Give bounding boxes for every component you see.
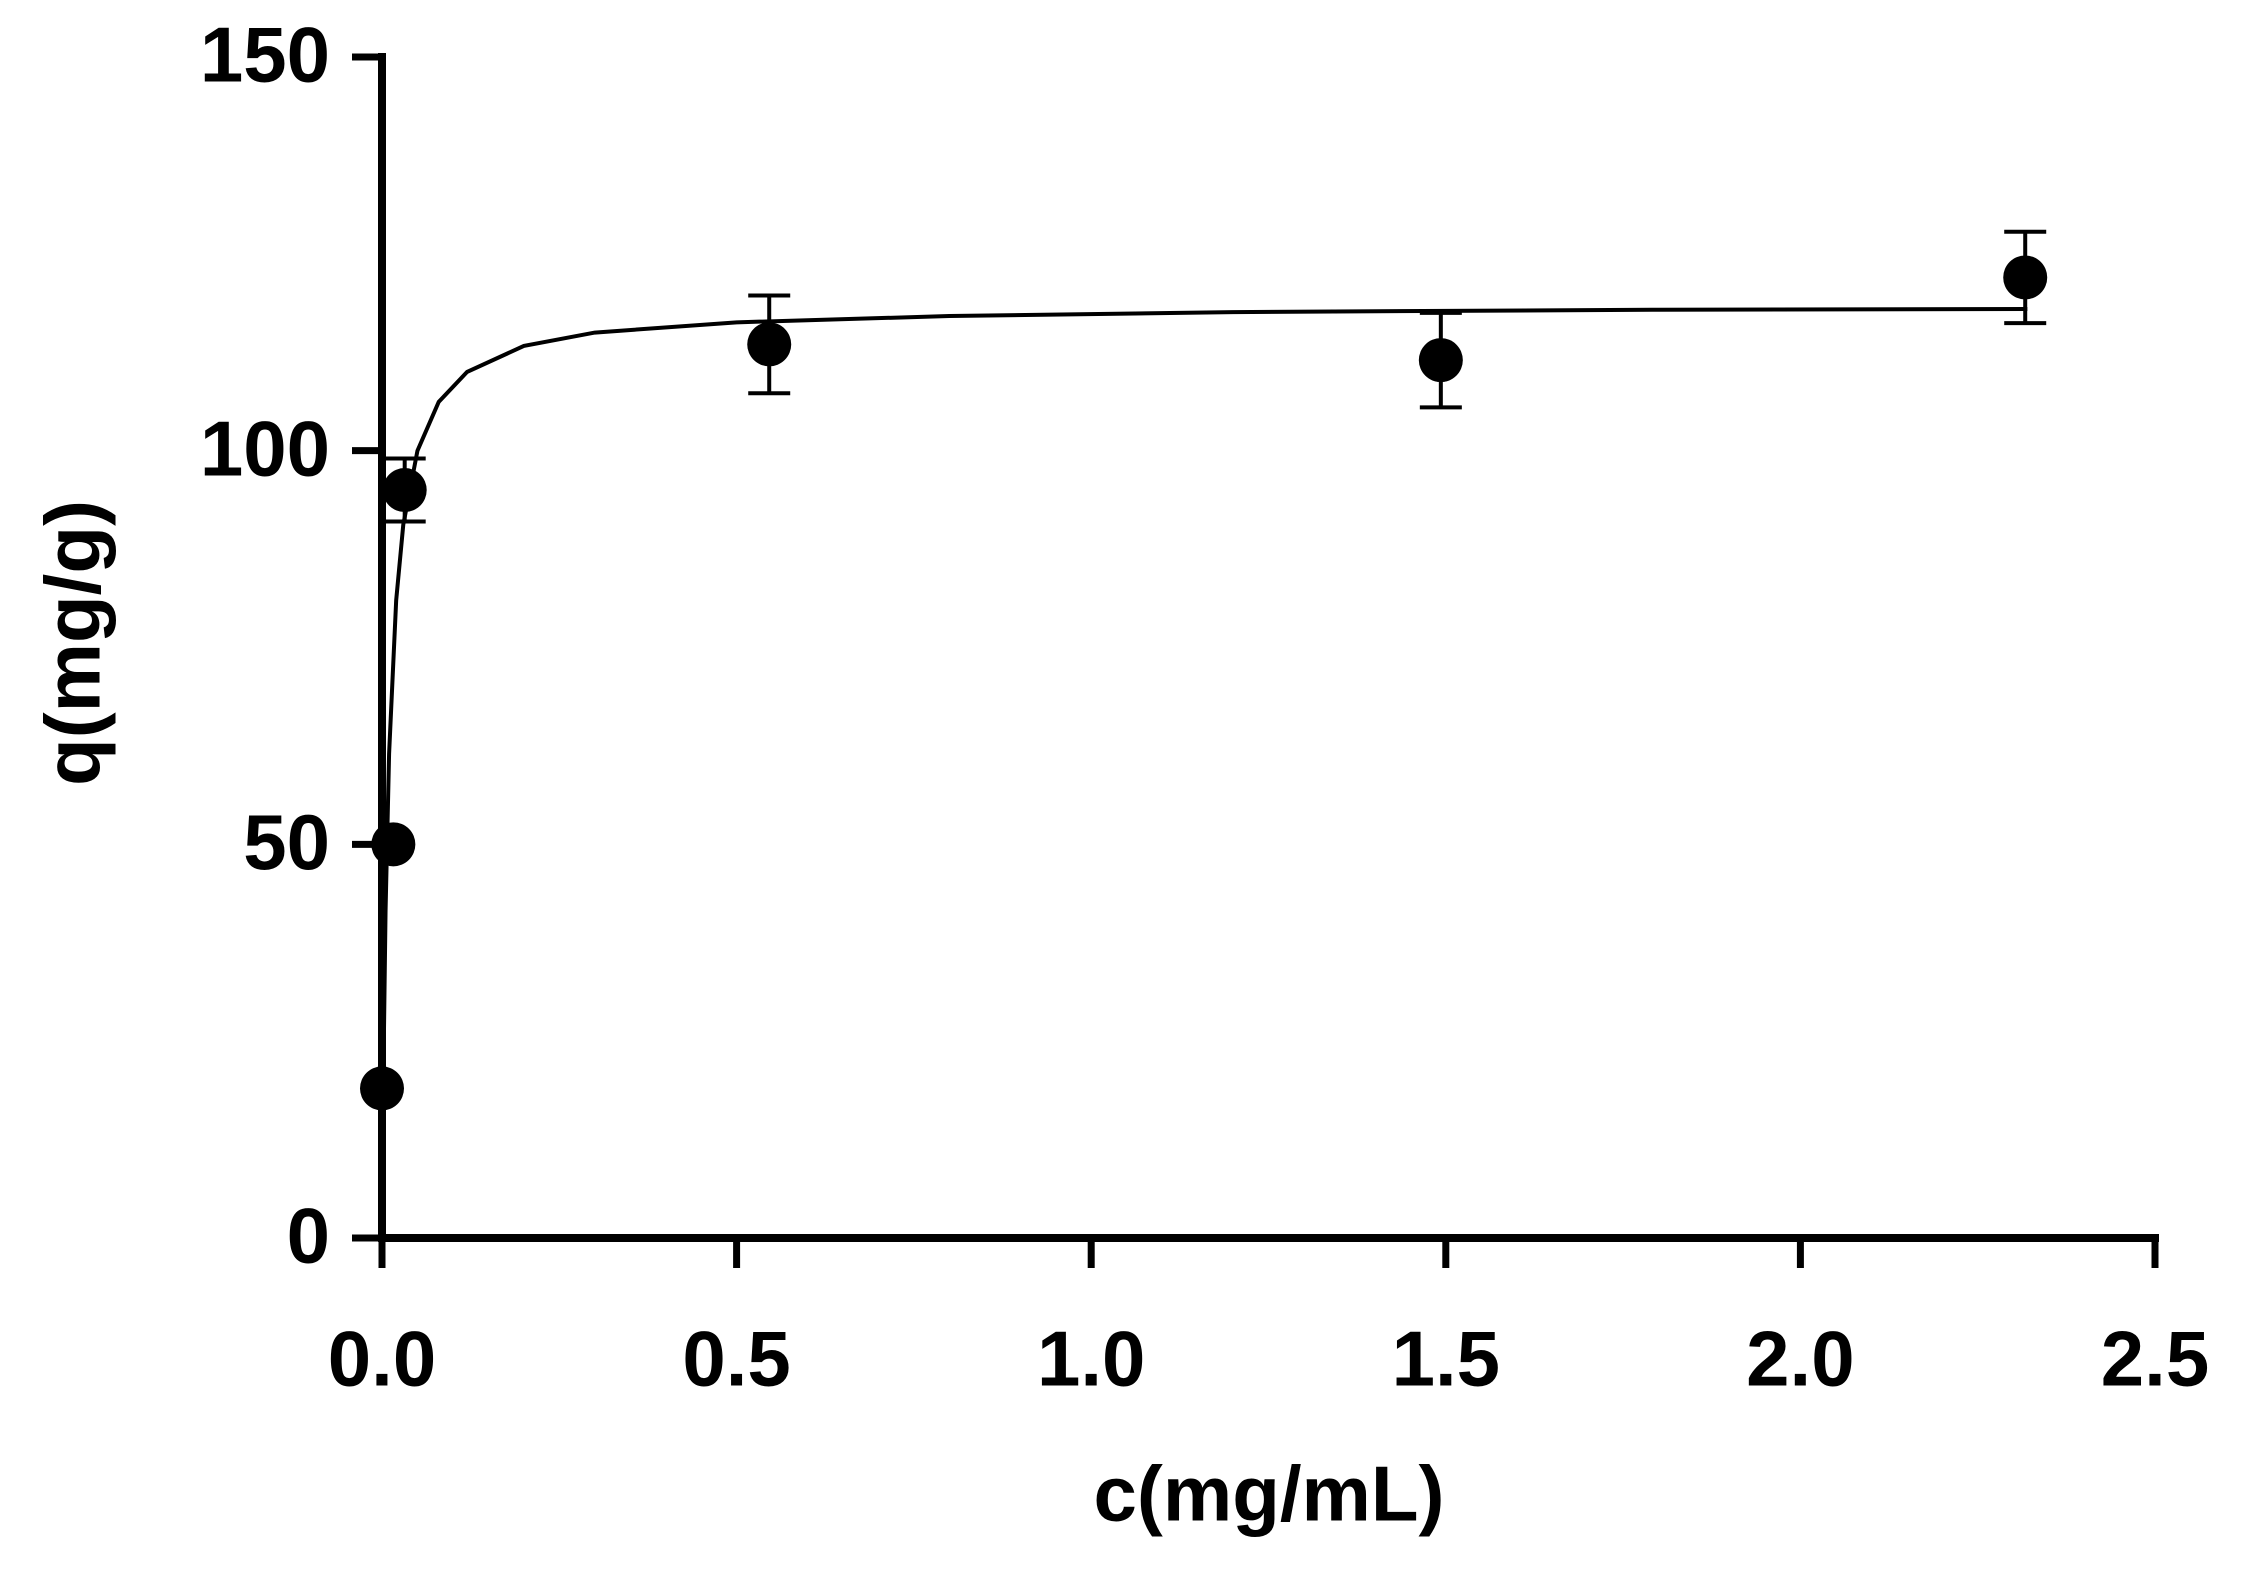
x-axis-label: c(mg/mL) (1094, 1450, 1445, 1538)
y-axis-label: q(mg/g) (29, 500, 117, 786)
fit-curve (380, 306, 2028, 1239)
data-point (371, 822, 416, 867)
x-tick-label: 1.0 (1037, 1315, 1145, 1403)
x-tick-label: 2.5 (2101, 1315, 2209, 1403)
x-tick-label: 0.5 (682, 1315, 790, 1403)
data-point (747, 322, 792, 367)
x-tick-label: 2.0 (1746, 1315, 1854, 1403)
x-tick-label: 0.0 (328, 1315, 436, 1403)
y-tick-label: 0 (287, 1192, 330, 1280)
y-tick-label: 50 (243, 798, 330, 886)
data-point (360, 1066, 404, 1111)
data-point (2003, 255, 2048, 300)
data-point (382, 468, 427, 513)
y-tick-label: 150 (200, 11, 330, 99)
data-point (1418, 338, 1463, 383)
y-tick-label: 100 (200, 404, 330, 492)
x-tick-label: 1.5 (1392, 1315, 1500, 1403)
